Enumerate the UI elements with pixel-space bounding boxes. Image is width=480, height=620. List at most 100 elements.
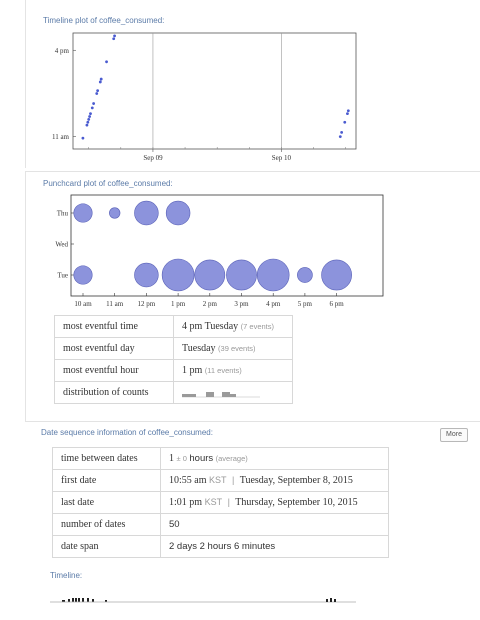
- punchcard-bubble: [256, 258, 290, 292]
- data-point: [340, 130, 344, 134]
- table-row: first date 10:55 am KST | Tuesday, Septe…: [52, 469, 389, 492]
- punchcard-bubble: [73, 203, 93, 223]
- timeline-plot-pod: Timeline plot of coffee_consumed: Sep 09…: [25, 0, 480, 168]
- table-row: most eventful day Tuesday (39 events): [54, 337, 293, 360]
- eventful-table: most eventful time 4 pm Tuesday (7 event…: [54, 315, 293, 404]
- data-point: [343, 120, 347, 124]
- data-point: [98, 80, 102, 84]
- punchcard-bubble: [161, 258, 195, 292]
- value-uncertainty: ± 0: [176, 454, 187, 463]
- data-point: [346, 109, 350, 113]
- x-tick-label: 11 am: [106, 300, 124, 308]
- row-label: number of dates: [52, 513, 161, 536]
- plot-frame: [72, 32, 357, 150]
- value-number: 1: [169, 453, 174, 464]
- value-main: 4 pm: [182, 321, 203, 332]
- x-tick-label: 4 pm: [266, 300, 281, 308]
- x-tick-label: Sep 10: [272, 154, 292, 162]
- table-row: most eventful hour 1 pm (11 events): [54, 359, 293, 382]
- plot-frame: [70, 194, 384, 297]
- y-tick-label: Thu: [57, 210, 69, 218]
- row-label: last date: [52, 491, 161, 514]
- data-point: [85, 123, 89, 127]
- punchcard-plot-pod: Punchcard plot of coffee_consumed: Thu We…: [25, 172, 480, 422]
- value-separator: |: [227, 497, 230, 507]
- x-tick-label: 2 pm: [203, 300, 218, 308]
- row-value: 1 ± 0 hours (average): [160, 447, 389, 470]
- date-sequence-table: time between dates 1 ± 0 hours (average)…: [52, 447, 389, 558]
- row-value: 50: [160, 513, 389, 536]
- x-tick-label: Sep 09: [143, 154, 163, 162]
- table-row: most eventful time 4 pm Tuesday (7 event…: [54, 315, 293, 338]
- data-point: [99, 77, 103, 81]
- punchcard-bubble: [194, 259, 226, 291]
- x-tick-label: 3 pm: [234, 300, 249, 308]
- x-tick-label: 1 pm: [171, 300, 186, 308]
- punchcard-plot-title: Punchcard plot of coffee_consumed:: [43, 179, 173, 188]
- count-distribution-sparkline: [182, 391, 260, 397]
- more-button[interactable]: More: [440, 428, 468, 442]
- row-label: most eventful hour: [54, 359, 174, 382]
- value-note: (average): [215, 454, 248, 463]
- value-timezone: KST: [204, 497, 223, 507]
- punchcard-bubble: [165, 200, 191, 226]
- data-point: [88, 115, 91, 118]
- value-main: Tuesday: [182, 343, 216, 354]
- value-timezone: KST: [209, 475, 227, 485]
- row-value: 10:55 am KST | Tuesday, September 8, 201…: [160, 469, 389, 492]
- data-point: [81, 136, 85, 140]
- data-point: [96, 89, 100, 92]
- pod-separator: [25, 421, 480, 422]
- punchcard-bubble: [73, 265, 93, 285]
- data-point: [89, 112, 92, 116]
- value-sub: (7 events): [240, 322, 274, 331]
- row-value: 4 pm Tuesday (7 events): [173, 315, 293, 338]
- data-point: [338, 135, 342, 139]
- punchcard-bubble: [134, 262, 159, 288]
- x-tick-label: 10 am: [74, 300, 92, 308]
- x-tick-label: 6 pm: [329, 300, 344, 308]
- table-row: distribution of counts: [54, 381, 293, 404]
- data-point: [92, 102, 96, 105]
- timeline-chart: Sep 09 Sep 10 4 pm 11 am: [52, 32, 357, 162]
- value-date: Tuesday, September 8, 2015: [239, 475, 353, 486]
- y-tick-label: 4 pm: [55, 47, 70, 55]
- value-separator: |: [232, 475, 235, 485]
- row-value: Tuesday (39 events): [173, 337, 293, 360]
- date-sequence-title: Date sequence information of coffee_cons…: [41, 428, 213, 437]
- value-date: Thursday, September 10, 2015: [235, 497, 358, 508]
- row-label: most eventful day: [54, 337, 174, 360]
- table-row: date span 2 days 2 hours 6 minutes: [52, 535, 389, 558]
- value-time: 10:55 am: [169, 475, 207, 486]
- x-tick-label: 5 pm: [298, 300, 313, 308]
- row-label: distribution of counts: [54, 381, 174, 404]
- y-tick-label: 11 am: [52, 133, 70, 141]
- punchcard-bubble: [109, 207, 121, 219]
- pod-separator: [25, 171, 480, 172]
- timeline-plot-title: Timeline plot of coffee_consumed:: [43, 16, 165, 25]
- x-tick-label: 12 pm: [138, 300, 156, 308]
- punchcard-bubble: [321, 259, 352, 291]
- value-sub: (39 events): [218, 344, 256, 353]
- data-point: [87, 118, 91, 121]
- value-sub: (11 events): [204, 366, 242, 375]
- data-point: [112, 37, 116, 41]
- value-time: 1:01 pm: [169, 497, 203, 508]
- value-main: 1 pm: [182, 365, 203, 376]
- timeline-preview: [50, 598, 356, 603]
- data-point: [346, 112, 349, 116]
- row-label: date span: [52, 535, 161, 558]
- punchcard-chart: Thu Wed Tue 10 am 11 am 12 pm 1 pm 2 pm 3 pm 4 pm…: [55, 194, 384, 308]
- table-row: time between dates 1 ± 0 hours (average): [52, 447, 389, 470]
- row-label: first date: [52, 469, 161, 492]
- punchcard-bubble: [134, 200, 159, 226]
- timeline-section-title: Timeline:: [50, 571, 83, 580]
- punchcard-bubble: [226, 259, 257, 291]
- data-point: [105, 60, 108, 64]
- punchcard-bubble: [297, 267, 313, 283]
- row-value: [173, 381, 293, 404]
- y-tick-label: Tue: [57, 272, 68, 280]
- row-value: 1 pm (11 events): [173, 359, 293, 382]
- row-label: time between dates: [52, 447, 161, 470]
- data-point: [90, 106, 94, 110]
